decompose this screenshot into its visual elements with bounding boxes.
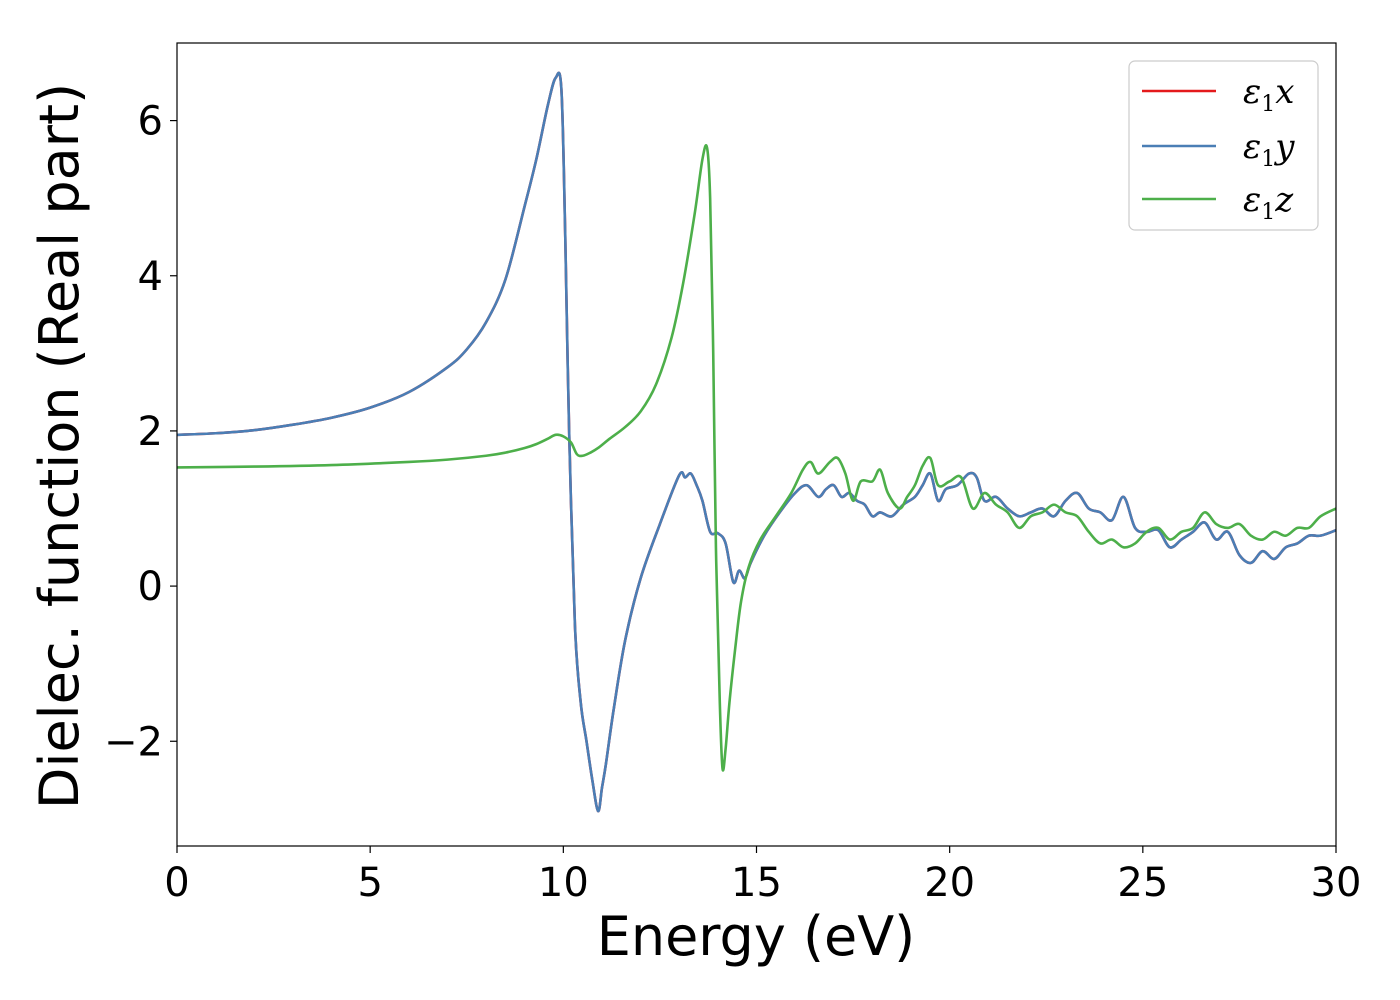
y-axis-label: Dielec. function (Real part) — [28, 83, 91, 809]
y-tick-label: 0 — [138, 564, 163, 610]
x-axis-label: Energy (eV) — [597, 905, 916, 968]
legend-label-ez: ε1z — [1243, 180, 1294, 225]
series-line-2 — [177, 143, 1336, 772]
x-tick-label: 20 — [924, 860, 975, 906]
legend-box — [1128, 60, 1319, 231]
x-tick-label: 10 — [538, 860, 589, 906]
y-tick-label: 6 — [138, 99, 163, 145]
y-tick-label: 2 — [138, 409, 163, 455]
y-tick-label: −2 — [104, 719, 163, 765]
legend-label-ey: ε1y — [1243, 127, 1295, 172]
x-tick-label: 0 — [164, 860, 189, 906]
legend-label-ex: ε1x — [1243, 72, 1294, 117]
x-tick-label: 30 — [1311, 860, 1362, 906]
series-layer — [177, 71, 1336, 813]
y-axis: −2 0 2 4 6 — [104, 99, 177, 765]
y-tick-label: 4 — [138, 254, 163, 300]
x-tick-label: 15 — [731, 860, 782, 906]
x-tick-label: 25 — [1117, 860, 1168, 906]
legend: ε1x ε1y ε1z — [1128, 60, 1319, 231]
x-tick-label: 5 — [357, 860, 382, 906]
x-axis: 0 5 10 15 20 25 30 — [164, 846, 1361, 906]
